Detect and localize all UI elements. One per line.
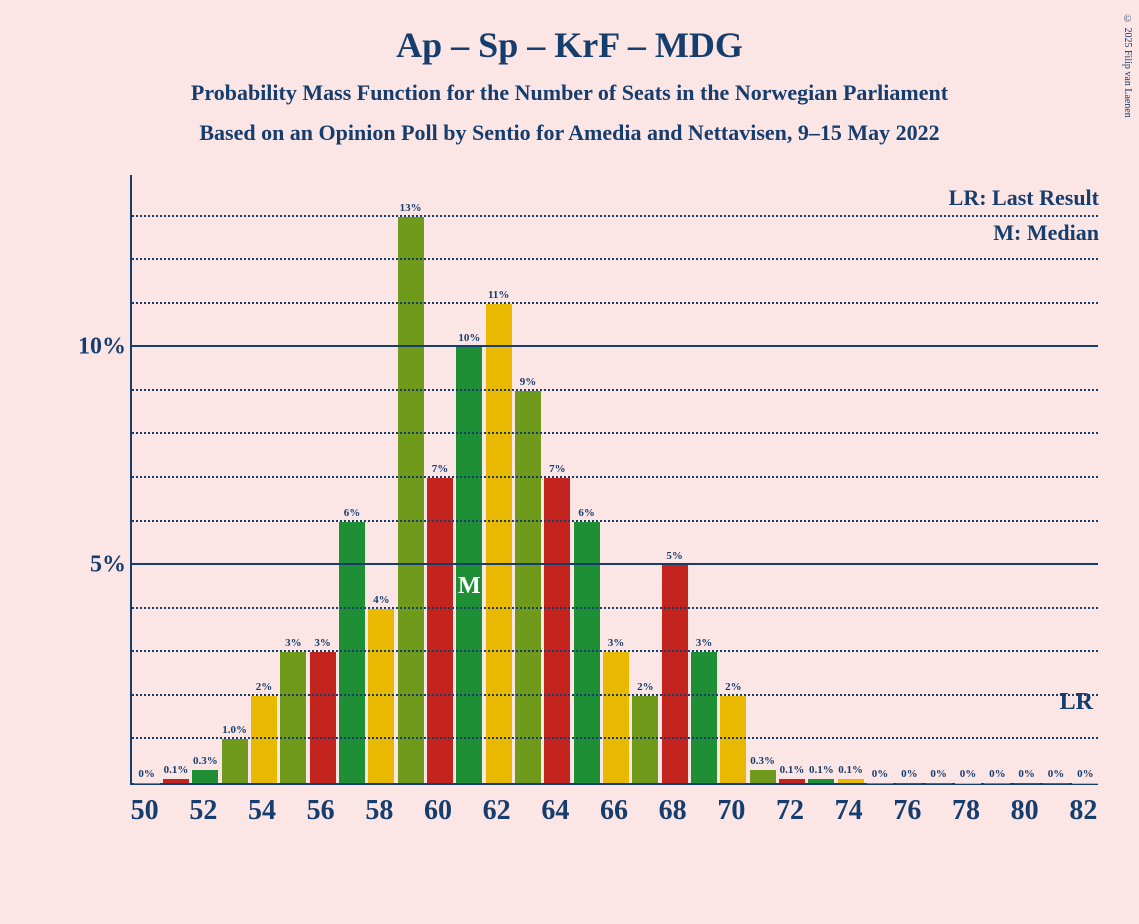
x-axis-label-74: 74: [835, 795, 863, 827]
bar-label-64: 7%: [549, 463, 566, 475]
bar-55: [280, 652, 306, 783]
bar-63: [515, 391, 541, 783]
bar-56: [310, 652, 336, 783]
bar-label-70: 2%: [725, 681, 742, 693]
bar-label-50: 0%: [138, 768, 155, 780]
bar-label-63: 9%: [520, 376, 537, 388]
bar-75: [867, 783, 893, 784]
bar-label-67: 2%: [637, 681, 654, 693]
bar-82: [1072, 783, 1098, 784]
bar-label-60: 7%: [432, 463, 449, 475]
gridline-major: [132, 345, 1098, 347]
bar-label-79: 0%: [989, 768, 1006, 780]
bar-label-74: 0.1%: [838, 764, 863, 776]
bar-label-54: 2%: [256, 681, 273, 693]
gridline-minor: [132, 476, 1098, 478]
gridline-minor: [132, 737, 1098, 739]
y-axis-label: 5%: [74, 552, 126, 579]
bar-label-72: 0.1%: [780, 764, 805, 776]
x-axis-label-70: 70: [717, 795, 745, 827]
x-axis-label-60: 60: [424, 795, 452, 827]
bar-73: [808, 779, 834, 783]
gridline-minor: [132, 389, 1098, 391]
x-axis-label-68: 68: [659, 795, 687, 827]
chart-title: Ap – Sp – KrF – MDG: [0, 0, 1139, 66]
gridline-minor: [132, 520, 1098, 522]
bar-label-68: 5%: [666, 550, 683, 562]
x-axis-label-64: 64: [541, 795, 569, 827]
bar-label-81: 0%: [1048, 768, 1065, 780]
bar-label-69: 3%: [696, 637, 713, 649]
bar-label-53: 1.0%: [222, 724, 247, 736]
bar-label-73: 0.1%: [809, 764, 834, 776]
x-axis-label-82: 82: [1069, 795, 1097, 827]
lr-marker: LR: [1060, 689, 1093, 716]
x-axis-labels: 50 52 54 56 58 60 62 64 66 68 70 72 74 76 78 80 82: [130, 791, 1098, 837]
bar-52: [192, 770, 218, 783]
chart-subtitle2: Based on an Opinion Poll by Sentio for A…: [0, 120, 1139, 146]
bar-77: [926, 783, 952, 784]
bar-51: [163, 779, 189, 783]
x-axis-label-66: 66: [600, 795, 628, 827]
bar-81: [1043, 783, 1069, 784]
bar-72: [779, 779, 805, 783]
bar-label-56: 3%: [314, 637, 331, 649]
plot-area: 0% 0.1% 0.3% 1.0% 2% 3% 3% 6% 4% 13% 7% 10% M 11% 9% 7%…: [130, 175, 1098, 785]
x-axis-label-78: 78: [952, 795, 980, 827]
bar-50: [134, 783, 160, 784]
bar-69: [691, 652, 717, 783]
bar-label-80: 0%: [1018, 768, 1035, 780]
x-axis-label-56: 56: [307, 795, 335, 827]
bar-label-55: 3%: [285, 637, 302, 649]
bar-74: [838, 779, 864, 783]
x-axis-label-76: 76: [893, 795, 921, 827]
x-axis-label-58: 58: [365, 795, 393, 827]
x-axis-label-52: 52: [189, 795, 217, 827]
chart-subtitle: Probability Mass Function for the Number…: [0, 80, 1139, 106]
x-axis-label-72: 72: [776, 795, 804, 827]
bar-78: [955, 783, 981, 784]
median-marker: M: [458, 573, 481, 600]
bar-label-66: 3%: [608, 637, 625, 649]
bar-62: [486, 304, 512, 783]
bar-label-61: 10%: [458, 332, 480, 344]
y-axis-label: 10%: [74, 334, 126, 361]
bar-label-65: 6%: [578, 507, 595, 519]
gridline-minor: [132, 258, 1098, 260]
x-axis-label-62: 62: [483, 795, 511, 827]
gridline-minor: [132, 215, 1098, 217]
gridline-major: [132, 563, 1098, 565]
bar-80: [1014, 783, 1040, 784]
x-axis-label-54: 54: [248, 795, 276, 827]
bar-label-58: 4%: [373, 594, 390, 606]
bar-68: [662, 565, 688, 783]
x-axis-label-50: 50: [131, 795, 159, 827]
gridline-minor: [132, 607, 1098, 609]
bar-label-77: 0%: [930, 768, 947, 780]
bar-label-52: 0.3%: [193, 755, 218, 767]
bar-label-57: 6%: [344, 507, 361, 519]
bar-label-75: 0%: [872, 768, 889, 780]
bars-container: 0% 0.1% 0.3% 1.0% 2% 3% 3% 6% 4% 13% 7% 10% M 11% 9% 7%…: [132, 175, 1098, 783]
bar-label-51: 0.1%: [164, 764, 189, 776]
x-axis-label-80: 80: [1011, 795, 1039, 827]
gridline-minor: [132, 650, 1098, 652]
gridline-minor: [132, 694, 1098, 696]
bar-58: [368, 609, 394, 783]
gridline-minor: [132, 432, 1098, 434]
bar-71: [750, 770, 776, 783]
bar-label-78: 0%: [960, 768, 977, 780]
bar-label-62: 11%: [488, 289, 509, 301]
bar-79: [984, 783, 1010, 784]
bar-66: [603, 652, 629, 783]
bar-label-82: 0%: [1077, 768, 1094, 780]
bar-label-71: 0.3%: [750, 755, 775, 767]
bar-label-76: 0%: [901, 768, 918, 780]
bar-label-59: 13%: [400, 202, 422, 214]
bar-53: [222, 739, 248, 783]
chart-area: 0% 0.1% 0.3% 1.0% 2% 3% 3% 6% 4% 13% 7% 10% M 11% 9% 7%…: [68, 175, 1098, 845]
copyright-notice: © 2025 Filip van Laenen: [1122, 14, 1133, 118]
bar-76: [896, 783, 922, 784]
gridline-minor: [132, 302, 1098, 304]
